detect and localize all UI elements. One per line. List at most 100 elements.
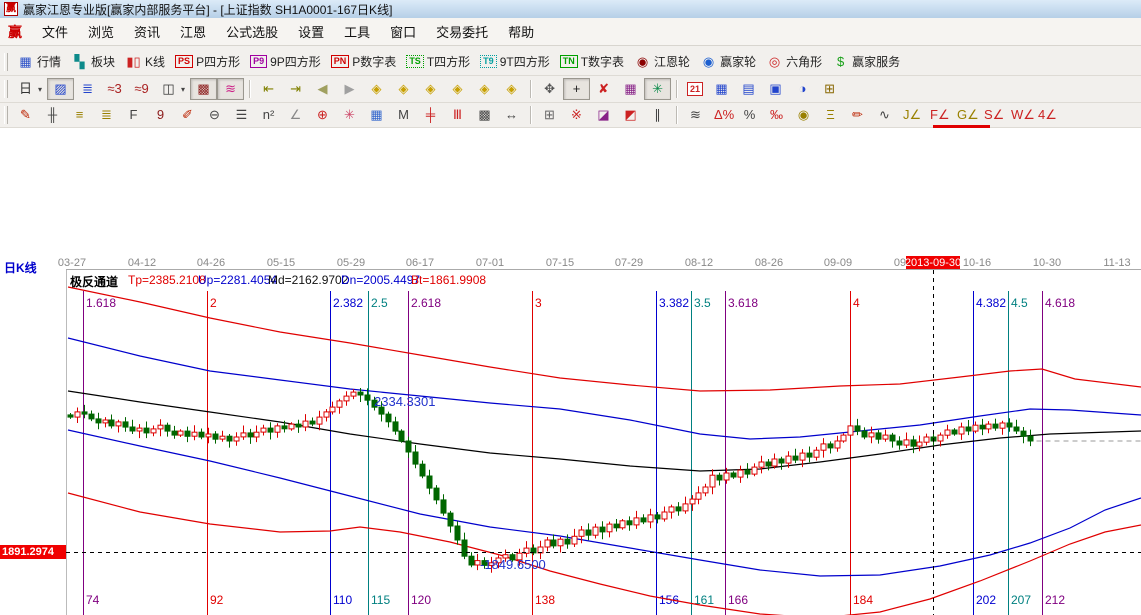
- chart-layers-button[interactable]: ▨: [47, 78, 75, 100]
- j-angle-button[interactable]: J∠: [898, 104, 925, 126]
- gann-target-button[interactable]: ⊕: [309, 104, 336, 126]
- gold-ruler-1-button[interactable]: ≡: [66, 104, 93, 126]
- notebook-button[interactable]: ▤: [735, 78, 762, 100]
- pencil-measure-button[interactable]: ✐: [174, 104, 201, 126]
- prev-bar-button[interactable]: ◀: [309, 78, 336, 100]
- period-day-selector-button[interactable]: 日 ▾: [12, 78, 47, 100]
- fan-box-red-button[interactable]: ◩: [617, 104, 644, 126]
- save-button[interactable]: ▣: [762, 78, 789, 100]
- 9t-square-button[interactable]: T9 9T四方形: [475, 51, 555, 73]
- chart-canvas[interactable]: 1.618 74 2 92 2.382 110 2.5 115 2.618 120 3 138 3.38…: [0, 256, 1141, 615]
- wave-tool-button[interactable]: ∿: [871, 104, 898, 126]
- multi-chart-9-button[interactable]: ≈9: [128, 78, 155, 100]
- gann-wheel-button[interactable]: ◉ 江恩轮: [629, 51, 695, 73]
- four-angle-button[interactable]: 4∠: [1033, 104, 1060, 126]
- step-lines-icon: ≋: [690, 107, 701, 122]
- menu-item-1[interactable]: 浏览: [88, 25, 115, 40]
- shen-angle-button[interactable]: S∠: [979, 104, 1006, 126]
- f-angle-button[interactable]: F∠: [925, 104, 952, 126]
- gold-circle-button[interactable]: ◉: [790, 104, 817, 126]
- menu-item-9[interactable]: 帮助: [508, 25, 535, 40]
- spiral-9-button[interactable]: 9: [147, 104, 174, 126]
- candle-type-button[interactable]: ◫ ▾: [155, 78, 190, 100]
- gold-levels-button[interactable]: Ξ: [817, 104, 844, 126]
- toolbar-grip[interactable]: [4, 52, 8, 71]
- toolbar-grip[interactable]: [4, 106, 8, 124]
- chart-style-button[interactable]: ▩: [190, 78, 218, 100]
- period-day-selector-dropdown-icon[interactable]: ▾: [38, 84, 43, 94]
- gold-ruler-2-button[interactable]: ≣: [93, 104, 120, 126]
- crosshair-tool-button[interactable]: +: [563, 78, 591, 100]
- compress-horizontal-button[interactable]: ◈: [444, 78, 471, 100]
- expand-vertical-button[interactable]: ◈: [471, 78, 498, 100]
- gold-angle-button[interactable]: G∠: [952, 104, 979, 126]
- shen-ruler-button[interactable]: ╪: [417, 104, 444, 126]
- menu-item-5[interactable]: 设置: [298, 25, 325, 40]
- p-square-button[interactable]: PS P四方形: [170, 51, 245, 73]
- expand-horizontal-button[interactable]: ◈: [417, 78, 444, 100]
- brush-flag-button[interactable]: ✏: [844, 104, 871, 126]
- menu-item-4[interactable]: 公式选股: [226, 25, 279, 40]
- hexagon-button[interactable]: ◎ 六角形: [761, 51, 827, 73]
- shrink-left-button[interactable]: ◈: [363, 78, 390, 100]
- quotes-table-button[interactable]: ▦ 行情: [12, 51, 66, 73]
- menu-item-7[interactable]: 窗口: [390, 25, 417, 40]
- smart-draw-button[interactable]: ✳: [644, 78, 672, 100]
- color-histogram-button[interactable]: ≋: [217, 78, 245, 100]
- pan-hand-button[interactable]: ✥: [536, 78, 563, 100]
- n-square-button[interactable]: n²: [255, 104, 282, 126]
- menu-item-0[interactable]: 文件: [42, 25, 69, 40]
- candle-type-dropdown-icon[interactable]: ▾: [181, 84, 186, 94]
- first-bar-button[interactable]: ⇤: [255, 78, 282, 100]
- fan-box-purple-button[interactable]: ◪: [590, 104, 617, 126]
- ying-ruler-button[interactable]: Ⅲ: [444, 104, 471, 126]
- time-ruler-button[interactable]: ╫: [39, 104, 66, 126]
- web-grid-button[interactable]: ▦: [363, 104, 390, 126]
- t-square-button[interactable]: TS T四方形: [401, 51, 475, 73]
- delete-tool-button[interactable]: ✘: [590, 78, 617, 100]
- t-number-table-button[interactable]: TN T数字表: [555, 51, 629, 73]
- menu-item-8[interactable]: 交易委托: [436, 25, 489, 40]
- last-bar-button[interactable]: ⇥: [282, 78, 309, 100]
- cycle-circle-button[interactable]: ⊖: [201, 104, 228, 126]
- indicator-name[interactable]: 极反通道: [70, 275, 119, 289]
- box-frame-button[interactable]: ⊞: [536, 104, 563, 126]
- title-bar[interactable]: 赢 赢家江恩专业版[赢家内部服务平台] - [上证指数 SH1A0001-167…: [0, 0, 1141, 18]
- percent-levels-button[interactable]: ‰: [763, 104, 790, 126]
- toolbar-grip[interactable]: [4, 80, 8, 98]
- wave-mark-button[interactable]: M: [390, 104, 417, 126]
- p-number-table-button[interactable]: PN P数字表: [326, 51, 402, 73]
- win-angle-button[interactable]: W∠: [1006, 104, 1035, 126]
- multi-chart-3-button[interactable]: ≈3: [101, 78, 128, 100]
- grid-net-button[interactable]: ▦: [617, 78, 644, 100]
- 9p-square-button[interactable]: P9 9P四方形: [245, 51, 326, 73]
- calculator-button[interactable]: ▦: [708, 78, 735, 100]
- export-web-button[interactable]: ◑: [789, 78, 816, 100]
- menu-item-6[interactable]: 工具: [344, 25, 371, 40]
- fan-red-button[interactable]: ※: [563, 104, 590, 126]
- angle-flag-button[interactable]: ∠: [282, 104, 309, 126]
- winner-wheel-button[interactable]: ◉ 赢家轮: [695, 51, 761, 73]
- compress-vertical-button[interactable]: ◈: [498, 78, 525, 100]
- width-measure-button[interactable]: ↔: [498, 104, 525, 126]
- calendar-21-button[interactable]: 21: [682, 78, 708, 100]
- parallel-lines-button[interactable]: ∥: [644, 104, 671, 126]
- fib-ruler-button[interactable]: F: [120, 104, 147, 126]
- web-red-button[interactable]: ✳: [336, 104, 363, 126]
- period-label[interactable]: 日K线: [4, 261, 37, 275]
- comb-lines-button[interactable]: ☰: [228, 104, 255, 126]
- angle-pencil-button[interactable]: ✎: [12, 104, 39, 126]
- percent-button[interactable]: %: [736, 104, 763, 126]
- next-bar-button[interactable]: ▶: [336, 78, 363, 100]
- step-lines-button[interactable]: ≋: [682, 104, 709, 126]
- percent-triangle-button[interactable]: Δ%: [709, 104, 736, 126]
- kline-button[interactable]: ▮▯ K线: [120, 51, 170, 73]
- menu-item-3[interactable]: 江恩: [180, 25, 207, 40]
- winner-service-button[interactable]: $ 赢家服务: [827, 51, 905, 73]
- menu-item-2[interactable]: 资讯: [134, 25, 161, 40]
- info-panel-button[interactable]: ≣: [74, 78, 101, 100]
- shrink-right-button[interactable]: ◈: [390, 78, 417, 100]
- dense-grid-button[interactable]: ▩: [471, 104, 498, 126]
- trade-cart-button[interactable]: ⊞: [816, 78, 843, 100]
- sectors-button[interactable]: ▚ 板块: [66, 51, 120, 73]
